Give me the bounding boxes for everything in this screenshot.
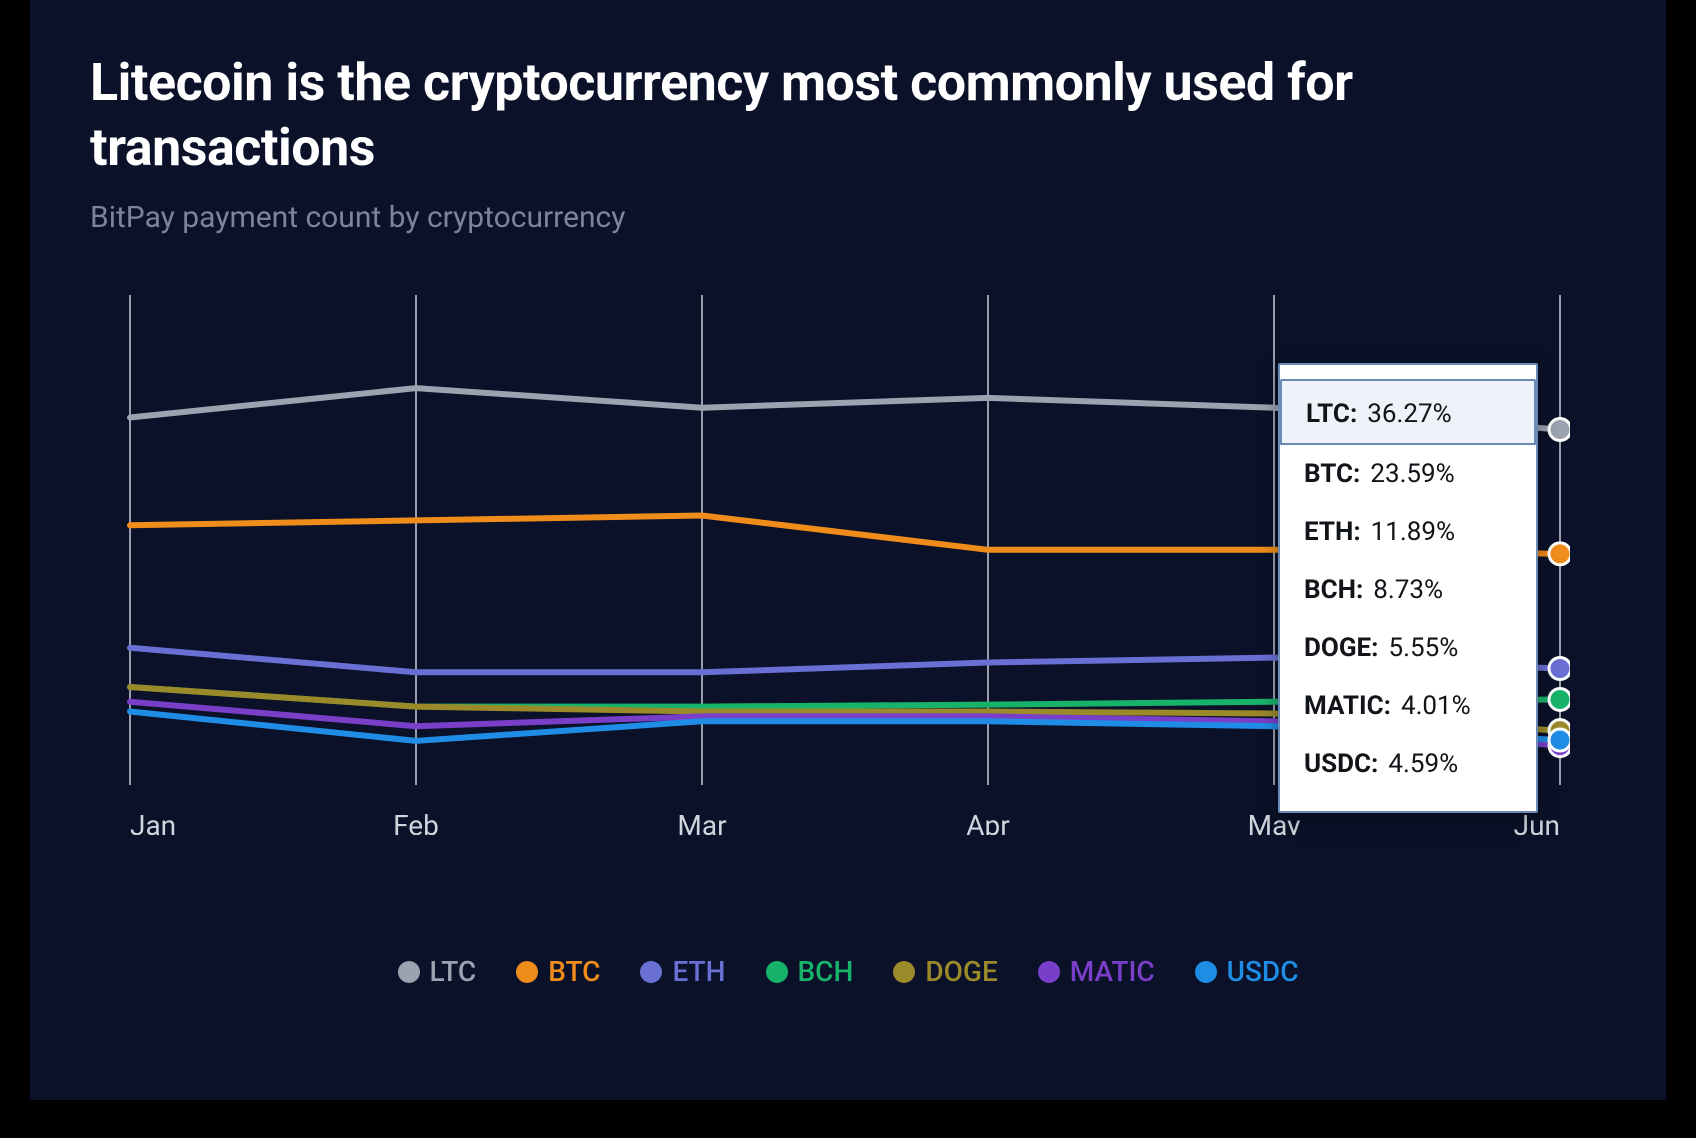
end-marker-usdc [1549, 729, 1570, 751]
x-axis-label: Jan [130, 809, 176, 835]
legend-item-eth[interactable]: ETH [640, 955, 725, 988]
tooltip-key: BTC: [1304, 459, 1360, 489]
legend-label: USDC [1227, 955, 1299, 988]
tooltip-key: MATIC: [1304, 691, 1391, 721]
legend-swatch [766, 961, 788, 983]
tooltip-key: DOGE: [1304, 633, 1379, 663]
tooltip-row: ETH: 11.89% [1304, 503, 1512, 561]
end-marker-ltc [1549, 419, 1570, 441]
legend-label: MATIC [1070, 955, 1155, 988]
tooltip-value: 8.73% [1373, 575, 1443, 605]
legend-item-matic[interactable]: MATIC [1038, 955, 1155, 988]
legend-item-usdc[interactable]: USDC [1195, 955, 1299, 988]
tooltip-value: 23.59% [1370, 459, 1454, 489]
tooltip-row: BCH: 8.73% [1304, 561, 1512, 619]
tooltip-key: LTC: [1306, 399, 1357, 429]
tooltip-value: 11.89% [1371, 517, 1455, 547]
legend-item-doge[interactable]: DOGE [893, 955, 997, 988]
end-marker-bch [1549, 688, 1570, 710]
tooltip-row: USDC: 4.59% [1304, 735, 1512, 793]
chart-area: JanFebMarAprMayJun LTC:36.27%BTC:23.59%E… [90, 295, 1606, 855]
tooltip-row: LTC: 36.27% [1280, 379, 1536, 445]
legend-swatch [516, 961, 538, 983]
chart-legend: LTC BTC ETH BCH DOGE MATIC USDC [90, 955, 1606, 988]
legend-label: BTC [548, 955, 600, 988]
legend-label: ETH [672, 955, 725, 988]
legend-swatch [1038, 961, 1060, 983]
legend-item-bch[interactable]: BCH [766, 955, 854, 988]
chart-subtitle: BitPay payment count by cryptocurrency [90, 200, 1606, 235]
legend-label: LTC [430, 955, 477, 988]
legend-label: BCH [798, 955, 854, 988]
legend-swatch [640, 961, 662, 983]
legend-label: DOGE [925, 955, 997, 988]
chart-title: Litecoin is the cryptocurrency most comm… [90, 50, 1606, 180]
chart-panel: Litecoin is the cryptocurrency most comm… [30, 0, 1666, 1100]
legend-item-ltc[interactable]: LTC [398, 955, 477, 988]
tooltip-row: BTC: 23.59% [1304, 445, 1512, 503]
chart-tooltip: LTC: 36.27%BTC: 23.59% ETH: 11.89% BCH: 8.73% D… [1278, 363, 1538, 813]
end-marker-btc [1549, 543, 1570, 565]
legend-swatch [893, 961, 915, 983]
tooltip-row: DOGE: 5.55% [1304, 619, 1512, 677]
tooltip-value: 4.59% [1388, 749, 1458, 779]
tooltip-value: 4.01% [1401, 691, 1471, 721]
tooltip-key: ETH: [1304, 517, 1361, 547]
tooltip-value: 36.27% [1367, 399, 1451, 429]
tooltip-key: USDC: [1304, 749, 1378, 779]
tooltip-value: 5.55% [1389, 633, 1459, 663]
x-axis-label: Apr [966, 809, 1010, 835]
tooltip-row: MATIC: 4.01% [1304, 677, 1512, 735]
tooltip-key: BCH: [1304, 575, 1363, 605]
legend-swatch [398, 961, 420, 983]
end-marker-eth [1549, 657, 1570, 679]
legend-swatch [1195, 961, 1217, 983]
x-axis-label: Feb [393, 809, 439, 835]
x-axis-label: Mar [677, 809, 727, 835]
legend-item-btc[interactable]: BTC [516, 955, 600, 988]
